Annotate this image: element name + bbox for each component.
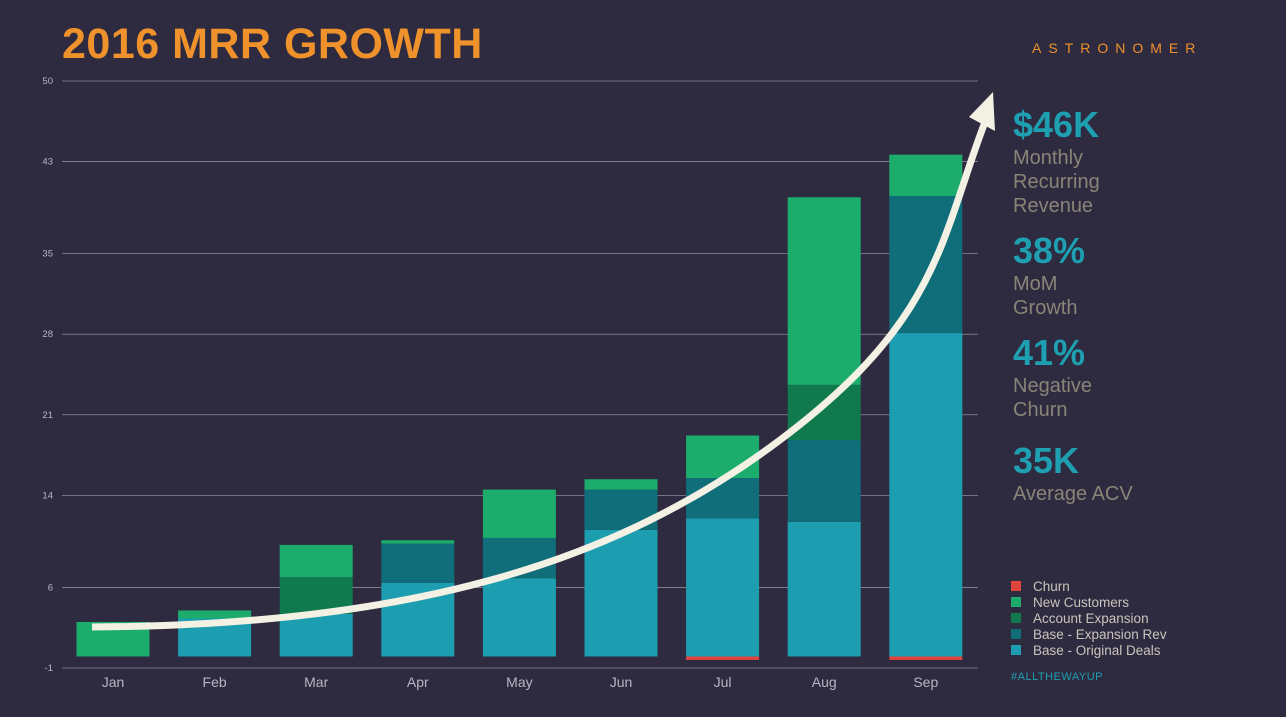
chart-legend: Churn New Customers Account Expansion Ba… — [1011, 578, 1167, 658]
stat-average-acv: 35K Average ACV — [1013, 440, 1273, 506]
stat-mrr-label: Monthly Recurring Revenue — [1013, 147, 1100, 217]
bar-segment-new-customers — [686, 435, 760, 479]
y-tick-label: 28 — [42, 329, 53, 340]
x-tick-label: Aug — [812, 674, 837, 690]
legend-label: Churn — [1033, 578, 1070, 594]
bar-segment-new-customers — [482, 489, 556, 538]
y-tick-label: 21 — [42, 410, 53, 421]
growth-arrow-head — [969, 92, 995, 131]
stat-mom-growth-value: 38% — [1013, 230, 1086, 271]
stat-negative-churn: 41% Negative Churn — [1013, 332, 1273, 422]
legend-item-base-expansion-rev: Base - Expansion Rev — [1011, 626, 1167, 642]
bar-segment-new-customers — [381, 540, 455, 544]
y-tick-label: -1 — [45, 663, 53, 674]
stat-average-acv-value: 35K — [1013, 440, 1080, 481]
hashtag: #ALLTHEWAYUP — [1011, 671, 1103, 683]
stat-negative-churn-label: Negative Churn — [1013, 375, 1092, 421]
bar-segment-new-customers — [279, 544, 353, 578]
legend-item-base-original-deals: Base - Original Deals — [1011, 642, 1167, 658]
y-tick-label: 35 — [42, 249, 53, 260]
y-tick-label: 50 — [42, 76, 53, 87]
stat-mom-growth: 38% MoM Growth — [1013, 230, 1273, 320]
bar-segment-new-customers — [787, 197, 861, 385]
x-tick-label: Jun — [610, 674, 633, 690]
bar-segment-base-expansion-rev — [381, 543, 455, 583]
legend-label: Base - Expansion Rev — [1033, 626, 1167, 642]
x-tick-label: May — [506, 674, 532, 690]
legend-label: New Customers — [1033, 594, 1130, 610]
growth-arrow — [91, 92, 995, 631]
bar-segment-churn — [889, 656, 963, 660]
stat-mrr-value: $46K — [1013, 104, 1100, 145]
bar-segment-base-expansion-rev — [686, 478, 760, 519]
legend-label: Account Expansion — [1033, 610, 1149, 626]
bar-segment-account-expansion — [787, 384, 861, 441]
bar-segment-base-original-deals — [482, 578, 556, 657]
legend-swatch-new-customers — [1011, 597, 1021, 607]
stat-mrr: $46K Monthly Recurring Revenue — [1013, 104, 1273, 218]
y-tick-label: 43 — [42, 157, 53, 168]
bar-segment-base-original-deals — [279, 613, 353, 657]
x-tick-label: Apr — [407, 674, 429, 690]
legend-item-account-expansion: Account Expansion — [1011, 610, 1167, 626]
bar-segment-base-expansion-rev — [787, 440, 861, 522]
bar-segment-base-original-deals — [584, 529, 658, 657]
x-tick-label: Mar — [304, 674, 328, 690]
bar-segment-base-original-deals — [787, 521, 861, 657]
key-stats: $46K Monthly Recurring Revenue 38% MoM G… — [1013, 104, 1273, 518]
axes: -1 6 14 21 28 35 43 50 Jan Feb Mar Apr May Jun Jul Aug S… — [42, 76, 938, 690]
bar-segment-base-original-deals — [686, 518, 760, 657]
bar-segment-base-original-deals — [889, 333, 963, 657]
y-tick-label: 14 — [42, 490, 53, 501]
x-tick-label: Jan — [102, 674, 125, 690]
brand-logo: ASTRONOMER — [1032, 40, 1203, 56]
stat-average-acv-label: Average ACV — [1013, 483, 1133, 505]
stat-mom-growth-label: MoM Growth — [1013, 273, 1078, 319]
legend-item-churn: Churn — [1011, 578, 1167, 594]
bar-segment-new-customers — [889, 154, 963, 197]
page-title: 2016 MRR GROWTH — [62, 20, 483, 68]
bar-segment-new-customers — [178, 610, 252, 619]
legend-swatch-base-expansion-rev — [1011, 629, 1021, 639]
bar-segment-churn — [686, 656, 760, 660]
legend-swatch-churn — [1011, 581, 1021, 591]
legend-item-new-customers: New Customers — [1011, 594, 1167, 610]
legend-swatch-account-expansion — [1011, 613, 1021, 623]
x-tick-label: Sep — [913, 674, 938, 690]
x-tick-label: Feb — [203, 674, 227, 690]
legend-swatch-base-original-deals — [1011, 645, 1021, 655]
stat-negative-churn-value: 41% — [1013, 332, 1086, 373]
bars — [76, 154, 963, 660]
y-tick-label: 6 — [48, 582, 53, 593]
x-tick-label: Jul — [714, 674, 732, 690]
legend-label: Base - Original Deals — [1033, 642, 1161, 658]
growth-arrow-line — [91, 120, 989, 631]
bar-segment-new-customers — [584, 479, 658, 490]
